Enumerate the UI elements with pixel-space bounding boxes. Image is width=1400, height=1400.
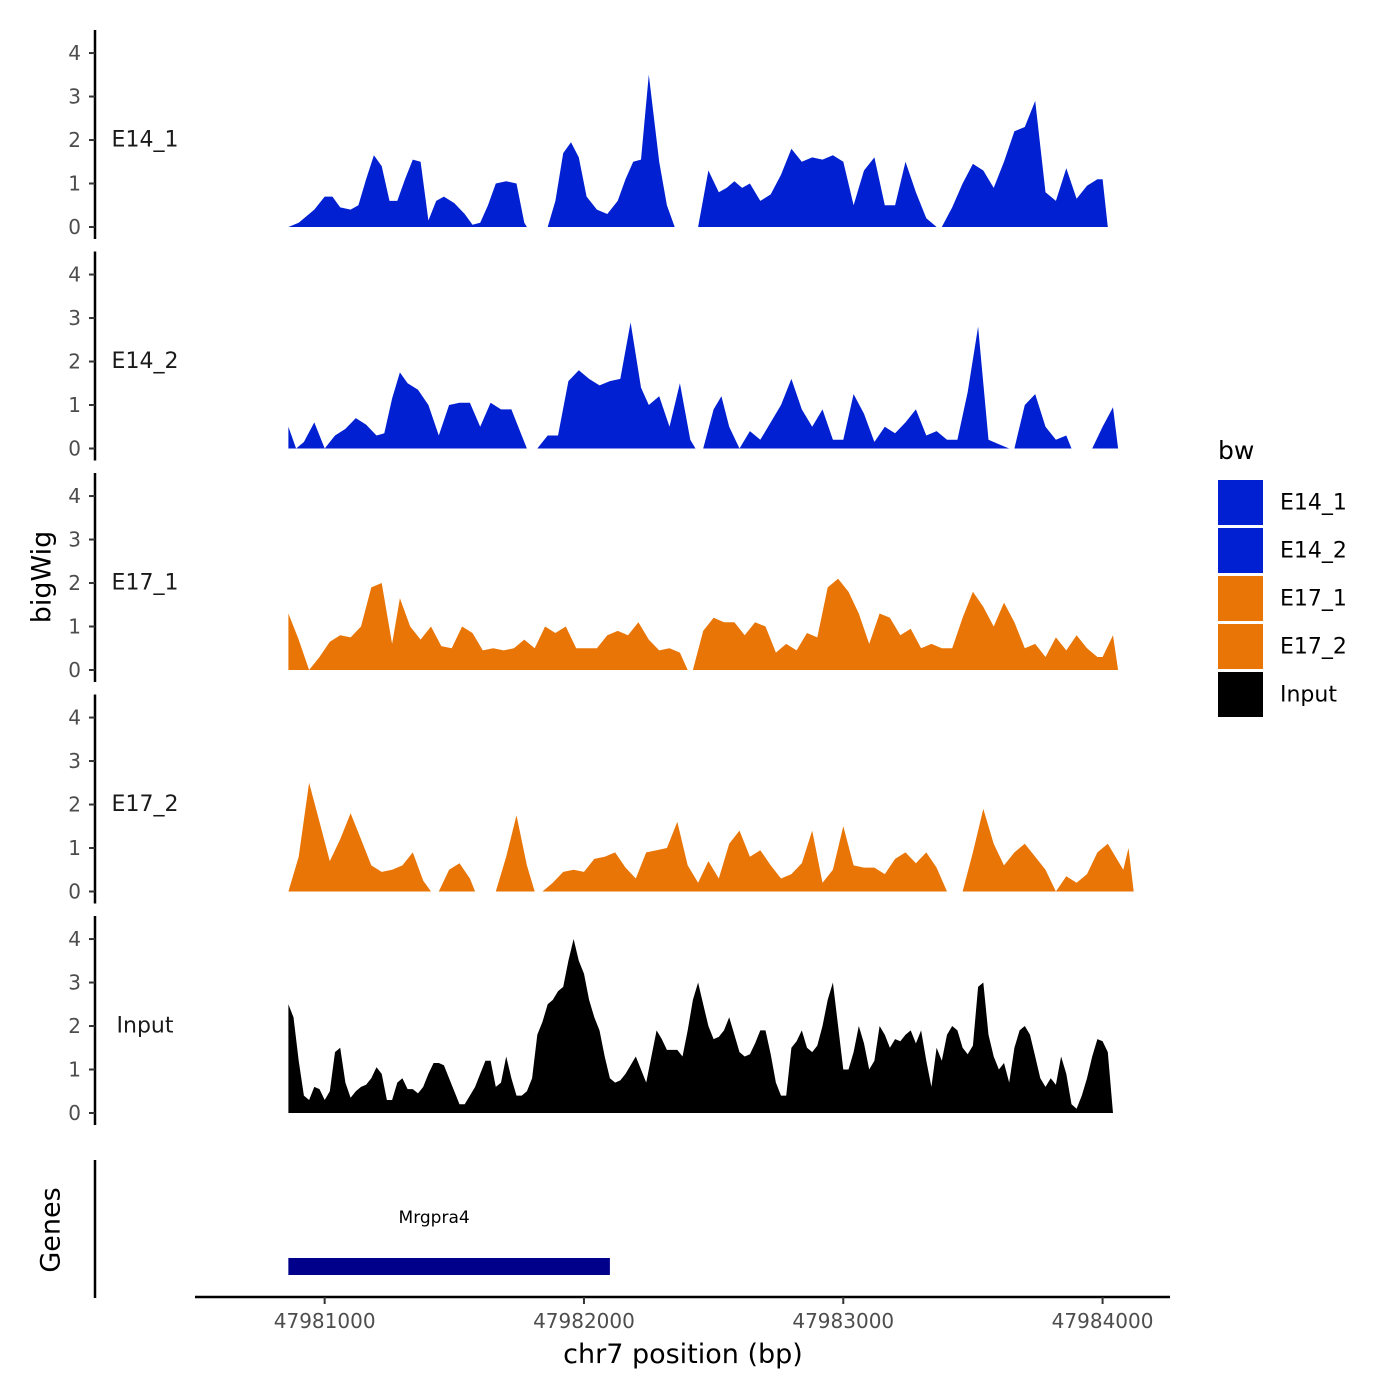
x-tick-label: 47984000 — [1052, 1309, 1154, 1333]
x-tick-label: 47981000 — [274, 1309, 376, 1333]
legend-swatch — [1218, 528, 1263, 573]
tracks-layer: 0 1 2 3 4 E14_1 0 1 2 3 4 E14_2 0 1 2 3 4 E17_1 0 1 2 3 4 E17_2… — [68, 30, 1134, 1125]
signal-area — [547, 74, 675, 227]
legend: bw E14_1 E14_2 E17_1 E17_2 Input — [1218, 436, 1347, 717]
track-label: E17_1 — [112, 571, 179, 596]
signal-area — [438, 863, 476, 892]
y-tick-label: 0 — [68, 1101, 81, 1125]
legend-swatch — [1218, 480, 1263, 525]
y-tick-label: 2 — [68, 128, 81, 152]
gene-body-mrgpra4 — [288, 1258, 610, 1275]
y-tick-label: 0 — [68, 215, 81, 239]
track-e17-2: 0 1 2 3 4 E17_2 — [68, 694, 1134, 904]
y-tick-label: 3 — [68, 85, 81, 109]
x-tick-label: 47983000 — [792, 1309, 894, 1333]
y-tick-label: 0 — [68, 437, 81, 461]
y-tick-label: 1 — [68, 393, 81, 417]
y-tick-label: 4 — [68, 41, 81, 65]
y-tick-label: 0 — [68, 880, 81, 904]
y-tick-label: 2 — [68, 1014, 81, 1038]
signal-area — [288, 372, 527, 449]
signal-area — [537, 322, 696, 449]
genes-panel: Genes Mrgpra4 — [36, 1160, 610, 1298]
y-tick-label: 0 — [68, 658, 81, 682]
y-tick-label: 4 — [68, 263, 81, 287]
signal-area — [703, 326, 1010, 449]
y-tick-label: 2 — [68, 571, 81, 595]
y-tick-label: 1 — [68, 836, 81, 860]
track-label: E14_2 — [112, 349, 179, 374]
signal-area — [288, 939, 1113, 1113]
legend-label: E14_1 — [1280, 491, 1347, 516]
track-label: E17_2 — [112, 792, 179, 817]
track-label: E14_1 — [112, 128, 179, 153]
y-tick-label: 3 — [68, 306, 81, 330]
signal-area — [495, 815, 535, 892]
y-tick-label: 1 — [68, 1058, 81, 1082]
y-tick-label: 2 — [68, 350, 81, 374]
legend-label: E17_1 — [1280, 587, 1347, 612]
y-tick-label: 3 — [68, 749, 81, 773]
signal-area — [692, 578, 1119, 670]
signal-area — [288, 155, 527, 227]
signal-area — [288, 583, 688, 670]
track-e14-1: 0 1 2 3 4 E14_1 — [68, 30, 1108, 239]
signal-area — [962, 808, 1134, 892]
y-tick-label: 3 — [68, 971, 81, 995]
y-tick-label: 2 — [68, 793, 81, 817]
signal-area — [288, 782, 431, 892]
track-label: Input — [117, 1014, 174, 1039]
x-axis: chr7 position (bp) 47981000 47982000 47983… — [195, 1295, 1170, 1370]
y-tick-label: 1 — [68, 615, 81, 639]
y-tick-label: 4 — [68, 484, 81, 508]
y-tick-label: 3 — [68, 528, 81, 552]
track-input: 0 1 2 3 4 Input — [68, 916, 1113, 1125]
track-e17-1: 0 1 2 3 4 E17_1 — [68, 473, 1119, 682]
x-axis-title: chr7 position (bp) — [563, 1339, 803, 1370]
legend-title: bw — [1218, 436, 1254, 465]
y-tick-label: 4 — [68, 927, 81, 951]
legend-swatch — [1218, 672, 1263, 717]
signal-area — [941, 100, 1108, 227]
track-e14-2: 0 1 2 3 4 E14_2 — [68, 251, 1119, 461]
y-tick-label: 1 — [68, 172, 81, 196]
gene-label-mrgpra4: Mrgpra4 — [399, 1208, 470, 1228]
x-tick-label: 47982000 — [533, 1309, 635, 1333]
legend-swatch — [1218, 576, 1263, 621]
genes-panel-title: Genes — [36, 1187, 67, 1272]
legend-label: Input — [1280, 683, 1337, 708]
signal-area — [542, 821, 947, 892]
y-tick-label: 4 — [68, 706, 81, 730]
y-axis-title: bigWig — [27, 531, 58, 624]
legend-label: E17_2 — [1280, 635, 1347, 660]
legend-label: E14_2 — [1280, 539, 1347, 564]
signal-area — [1092, 407, 1119, 449]
legend-swatch — [1218, 624, 1263, 669]
signal-area — [698, 148, 937, 227]
signal-area — [1014, 394, 1072, 449]
